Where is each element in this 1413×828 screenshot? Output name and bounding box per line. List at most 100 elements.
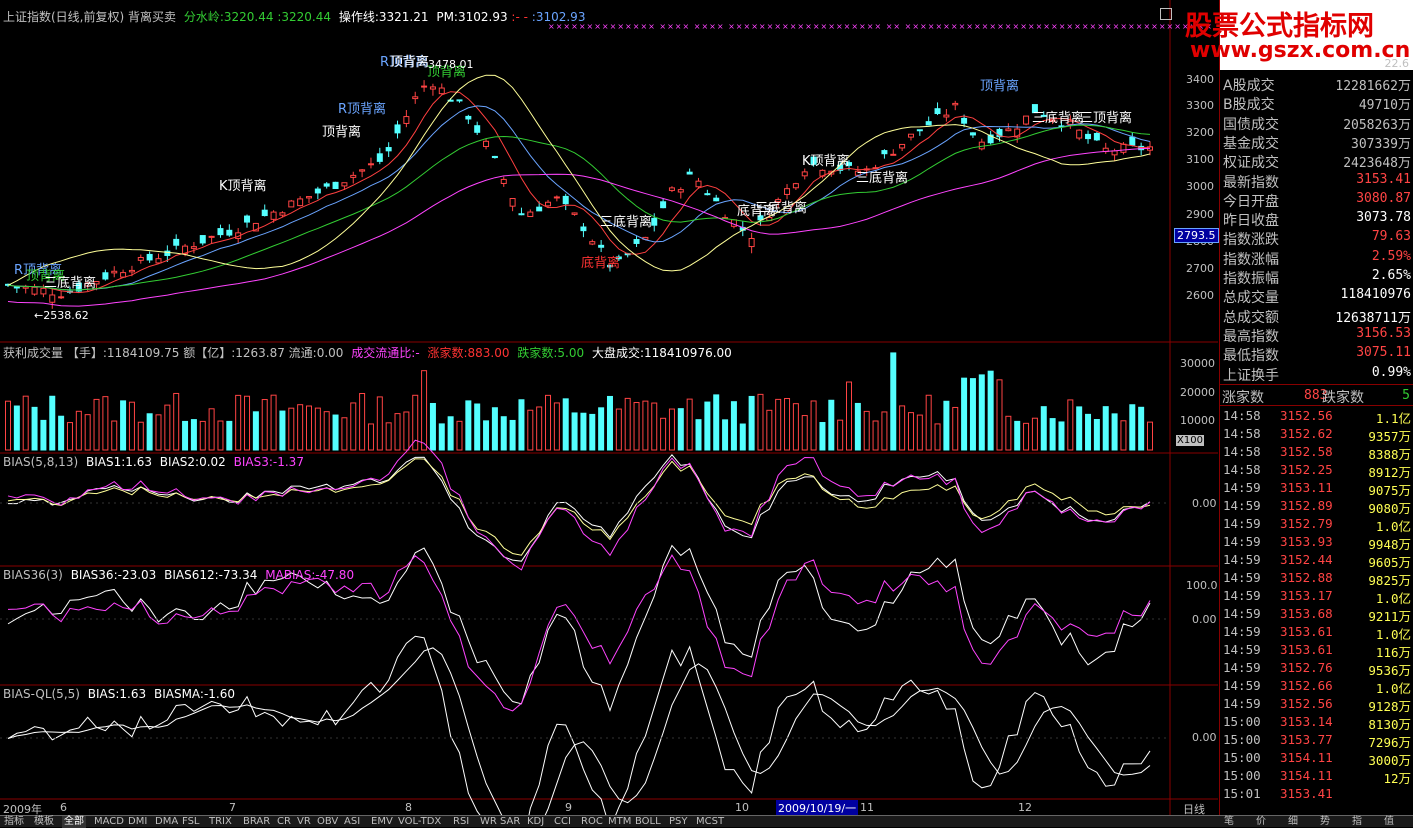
tab-fsl[interactable]: FSL xyxy=(182,816,200,827)
tab-rsi[interactable]: RSI xyxy=(453,816,470,827)
right-tab[interactable]: 细 xyxy=(1288,816,1298,827)
candle-body xyxy=(465,115,472,120)
tick-time: 14:59 xyxy=(1223,696,1261,711)
chart-area[interactable]: R顶背离 R顶背离 R顶背离 顶背离 顶背离 顶背离 顶背离 K顶背离 三底背离 三底背离 三底背离… xyxy=(0,0,1219,828)
quote-value: 307339万 xyxy=(1351,136,1411,152)
quote-row: A股成交 12281662万 xyxy=(1220,74,1413,94)
tab-指标[interactable]: 指标 xyxy=(4,816,24,827)
quote-key: 总成交量 xyxy=(1223,290,1279,307)
quote-value: 2058263万 xyxy=(1343,117,1411,133)
volume-bar xyxy=(1040,406,1047,451)
tab-dmi[interactable]: DMI xyxy=(128,816,148,827)
tab-模板[interactable]: 模板 xyxy=(34,816,54,827)
volume-bar xyxy=(598,407,605,451)
quote-key: 国债成交 xyxy=(1223,116,1279,133)
volume-bar xyxy=(84,414,91,451)
right-tab[interactable]: 指 xyxy=(1352,816,1362,827)
volume-tick: 30000 xyxy=(1180,357,1215,370)
candle-body xyxy=(341,182,348,187)
divergence-label: 顶背离 xyxy=(980,78,1019,94)
month-label: 6 xyxy=(60,801,67,814)
tab-cci[interactable]: CCI xyxy=(554,816,571,827)
quote-value: 79.63 xyxy=(1371,229,1411,245)
candle-body xyxy=(660,201,667,209)
tick-price: 3152.56 xyxy=(1280,696,1333,711)
candle-body xyxy=(1129,136,1136,146)
quote-value: 3073.78 xyxy=(1356,210,1411,226)
volume-bar xyxy=(66,422,73,451)
price-tick: 3000 xyxy=(1186,180,1214,193)
right-tab[interactable]: 势 xyxy=(1320,816,1330,827)
quote-key: 基金成交 xyxy=(1223,135,1279,152)
up-count-value: 883 xyxy=(1304,388,1328,403)
chart-svg[interactable]: R顶背离R顶背离R顶背离顶背离顶背离顶背离顶背离K顶背离三底背离三底背离三底背离… xyxy=(0,0,1218,828)
tick-time: 14:59 xyxy=(1223,642,1261,657)
right-tab[interactable]: 笔 xyxy=(1224,816,1234,827)
tab-vol-tdx[interactable]: VOL-TDX xyxy=(398,816,442,827)
volume-bar xyxy=(341,417,348,451)
tab-mtm[interactable]: MTM xyxy=(608,816,632,827)
volume-bar xyxy=(93,398,100,451)
period-label[interactable]: 日线 xyxy=(1183,803,1205,816)
candle-body xyxy=(491,155,498,159)
tab-obv[interactable]: OBV xyxy=(317,816,339,827)
right-tab[interactable]: 值 xyxy=(1384,816,1394,827)
divergence-label: K顶背离 xyxy=(802,153,850,169)
right-tab[interactable]: 价 xyxy=(1256,816,1266,827)
tab-brar[interactable]: BRAR xyxy=(243,816,271,827)
candle-body xyxy=(615,256,622,260)
candle-body xyxy=(562,195,569,205)
volume-bar xyxy=(695,419,702,451)
candle-body xyxy=(553,196,560,199)
quote-value: 12281662万 xyxy=(1335,79,1411,94)
tab-cr[interactable]: CR xyxy=(277,816,291,827)
tick-price: 3152.66 xyxy=(1280,678,1333,693)
tab-dma[interactable]: DMA xyxy=(155,816,179,827)
tick-price: 3153.41 xyxy=(1280,786,1333,801)
tab-sar[interactable]: SAR xyxy=(500,816,521,827)
tab-emv[interactable]: EMV xyxy=(371,816,393,827)
candle-body xyxy=(137,256,144,261)
maximize-icon[interactable] xyxy=(1160,8,1172,20)
candle-body xyxy=(226,229,233,236)
divergence-label: 三底背离 xyxy=(44,275,96,291)
tab-macd[interactable]: MACD xyxy=(94,816,124,827)
volume-bar xyxy=(120,400,127,451)
candle-body xyxy=(429,86,436,90)
volume-bar xyxy=(633,402,640,451)
volume-bar xyxy=(527,409,534,451)
divergence-label: 顶背离 xyxy=(390,54,429,70)
tick-volume: 8388万 xyxy=(1368,447,1411,462)
volume-bar xyxy=(651,402,658,451)
tab-wr[interactable]: WR xyxy=(480,816,497,827)
tab-psy[interactable]: PSY xyxy=(669,816,688,827)
volume-bar xyxy=(730,401,737,451)
tick-time: 15:00 xyxy=(1223,750,1261,765)
candle-body xyxy=(217,228,224,236)
tab-boll[interactable]: BOLL xyxy=(635,816,661,827)
volume-bar xyxy=(465,400,472,451)
tab-vr[interactable]: VR xyxy=(297,816,311,827)
candle-body xyxy=(1014,128,1021,138)
month-label: 9 xyxy=(565,801,572,814)
ratio-label: 成交流通比:- xyxy=(351,346,420,360)
volume-bar xyxy=(244,395,251,451)
candle-body xyxy=(969,132,976,136)
tab-mcst[interactable]: MCST xyxy=(696,816,725,827)
quote-key: 指数涨幅 xyxy=(1223,251,1279,268)
volume-bar xyxy=(1138,406,1145,451)
tab-kdj[interactable]: KDJ xyxy=(527,816,545,827)
volume-bar xyxy=(881,411,888,451)
tab-asi[interactable]: ASI xyxy=(344,816,361,827)
tick-price: 3153.68 xyxy=(1280,606,1333,621)
tab-trix[interactable]: TRIX xyxy=(209,816,232,827)
volume-bar xyxy=(589,413,596,451)
indicator-layer xyxy=(0,439,1170,828)
month-label: 10 xyxy=(735,801,749,814)
tab-roc[interactable]: ROC xyxy=(581,816,603,827)
volume-bar xyxy=(509,419,516,451)
tab-全部[interactable]: 全部 xyxy=(62,816,86,828)
divergence-label: R顶背离 xyxy=(338,101,386,117)
tick-price: 3153.17 xyxy=(1280,588,1333,603)
envelope-line xyxy=(7,74,1151,286)
